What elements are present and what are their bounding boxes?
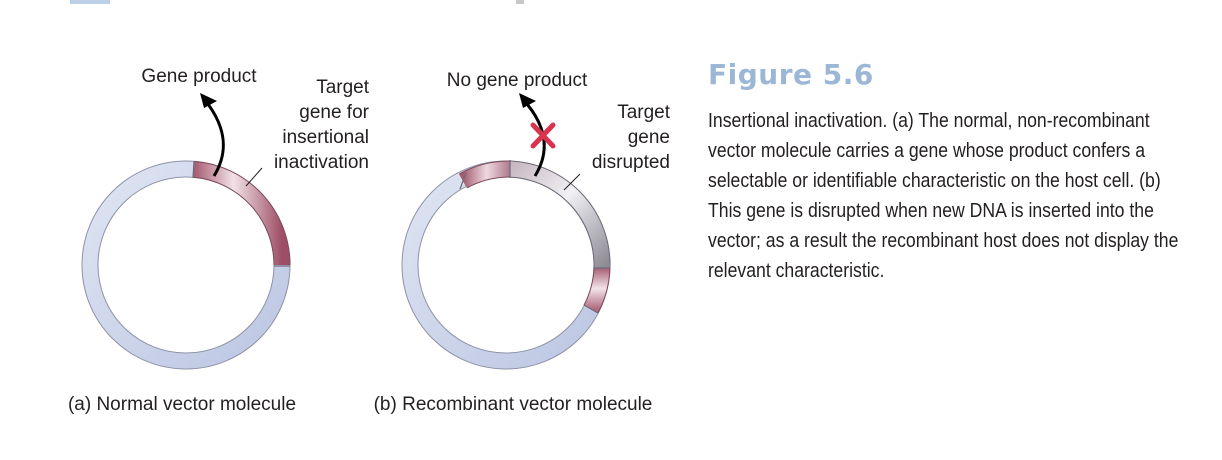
target-label-b-line-1: Target <box>617 102 671 123</box>
gene-product-label: Gene product <box>141 66 257 87</box>
target-label-a-line-2: gene for <box>299 102 369 123</box>
insertional-inactivation-diagram: Gene product Target gene for insertional… <box>0 0 690 460</box>
target-label-b-line-2: gene <box>628 127 670 148</box>
target-label-leader-a <box>246 168 262 186</box>
target-label-a-line-4: inactivation <box>274 152 369 173</box>
target-label-b-line-3: disrupted <box>592 152 670 173</box>
no-gene-product-label: No gene product <box>447 70 588 91</box>
panel-b: No gene product Target gene disrupted (b… <box>374 70 671 415</box>
panel-a-caption: (a) Normal vector molecule <box>68 394 296 415</box>
target-label-a-line-1: Target <box>316 77 370 98</box>
figure-caption: Insertional inactivation. (a) The normal… <box>708 106 1181 286</box>
figure-title: Figure 5.6 <box>708 58 874 91</box>
panel-b-caption: (b) Recombinant vector molecule <box>374 394 653 415</box>
panel-a: Gene product Target gene for insertional… <box>68 66 370 415</box>
target-label-a-line-3: insertional <box>282 127 369 148</box>
